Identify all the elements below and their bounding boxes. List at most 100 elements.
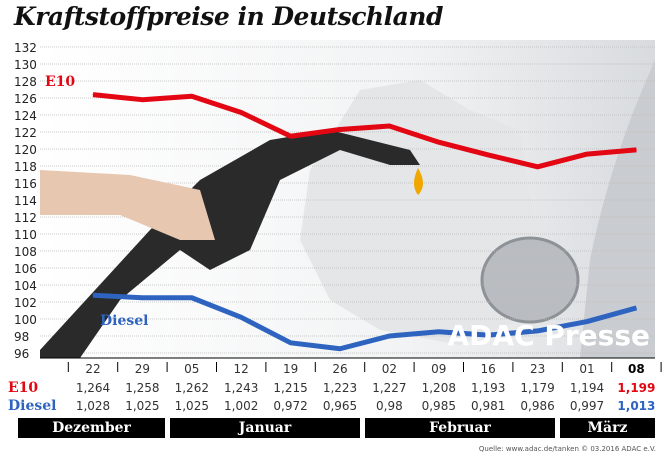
data-point-e10 [92, 94, 94, 96]
y-tick-label: 124 [14, 109, 37, 123]
table-cell: 1,223 [322, 381, 358, 395]
table-cell: 0,98 [376, 399, 403, 413]
e10-label: E10 [8, 380, 39, 396]
data-point-diesel [339, 348, 341, 350]
table-cell: 09 [431, 362, 447, 376]
table-cell: 1,193 [471, 381, 506, 395]
y-tick-label: 130 [14, 58, 37, 72]
data-point-e10 [487, 154, 489, 156]
table-cell: 1,179 [520, 381, 555, 395]
table-cell: 19 [282, 362, 299, 376]
legend-e10: E10 [45, 74, 75, 90]
data-point-e10 [438, 141, 440, 143]
y-tick-label: 112 [14, 211, 37, 225]
data-point-diesel [537, 330, 539, 332]
y-tick-label: 116 [14, 177, 37, 191]
data-point-diesel [92, 294, 94, 296]
data-point-e10 [537, 166, 539, 168]
series-line-diesel [92, 292, 638, 352]
source-note: Quelle: www.adac.de/tanken © 03.2016 ADA… [478, 445, 656, 453]
date-row: 22 29 05 12 19 26 02 09 16 23 01 08 [0, 362, 668, 378]
data-point-e10 [388, 125, 390, 127]
y-tick-label: 102 [14, 296, 37, 310]
table-cell: 1,258 [125, 381, 160, 395]
data-point-diesel [635, 307, 637, 309]
table-cell: 16 [480, 362, 496, 376]
y-tick-label: 108 [14, 245, 37, 259]
y-tick-label: 100 [14, 313, 37, 327]
table-cell: 0,981 [471, 399, 506, 413]
month-februar: Februar [365, 418, 555, 438]
table-cell: 1,028 [75, 399, 111, 413]
data-point-diesel [141, 297, 143, 299]
y-tick-label: 132 [14, 41, 37, 55]
data-point-e10 [339, 128, 341, 130]
y-tick-label: 104 [14, 279, 37, 293]
y-tick-label: 122 [14, 126, 37, 140]
table-cell: 23 [529, 362, 546, 376]
table-cell: 29 [134, 362, 151, 376]
y-tick-label: 114 [14, 194, 37, 208]
table-cell: 12 [233, 362, 249, 376]
data-point-diesel [438, 331, 440, 333]
watermark: ADAC Presse [447, 319, 650, 352]
month-maerz: März [560, 418, 655, 438]
data-point-e10 [141, 99, 143, 101]
data-point-diesel [240, 316, 242, 318]
table-cell: 1,025 [125, 399, 160, 413]
table-cell: 1,013 [617, 399, 656, 413]
table-cell: 22 [85, 362, 101, 376]
table-cell: 1,243 [224, 381, 259, 395]
month-dezember: Dezember [18, 418, 165, 438]
data-point-e10 [586, 153, 588, 155]
page-title: Kraftstoffpreise in Deutschland [14, 2, 443, 31]
month-januar: Januar [170, 418, 360, 438]
table-cell: 1,194 [569, 381, 605, 395]
table-cell: 1,227 [372, 381, 407, 395]
data-point-e10 [635, 149, 637, 151]
y-tick-label: 120 [14, 143, 37, 157]
diesel-row: Diesel 1,028 1,025 1,025 1,002 0,972 0,965 0,9… [0, 398, 668, 415]
y-tick-label: 96 [14, 347, 29, 361]
table-cell: 08 [628, 362, 645, 376]
y-tick-label: 118 [14, 160, 37, 174]
y-tick-label: 128 [14, 75, 37, 89]
fuel-drop-icon [414, 168, 423, 195]
data-point-e10 [240, 111, 242, 113]
data-point-diesel [586, 321, 588, 323]
table-cell: 1,002 [224, 399, 259, 413]
table-cell: 1,264 [75, 381, 111, 395]
data-point-diesel [487, 334, 489, 336]
hand-icon [40, 170, 215, 240]
table-cell: 1,215 [273, 381, 308, 395]
series-line-e10 [92, 92, 637, 170]
y-tick-label: 106 [14, 262, 37, 276]
table-cell: 0,972 [273, 399, 308, 413]
legend-diesel: Diesel [100, 313, 148, 329]
e10-row: E10 1,264 1,258 1,262 1,243 1,215 1,223 1,227 1… [0, 380, 668, 397]
fuel-cap-icon [480, 236, 580, 324]
y-tick-label: 126 [14, 92, 37, 106]
table-cell: 1,025 [174, 399, 209, 413]
data-point-e10 [290, 135, 292, 137]
data-point-diesel [290, 342, 292, 344]
table-cell: 0,997 [569, 399, 605, 413]
table-cell: 0,986 [520, 399, 555, 413]
table-cell: 0,985 [421, 399, 456, 413]
table-cell: 05 [184, 362, 200, 376]
y-tick-label: 98 [14, 330, 29, 344]
diesel-label: Diesel [8, 398, 57, 414]
table-cell: 01 [579, 362, 595, 376]
y-tick-label: 110 [14, 228, 37, 242]
car-silhouette [580, 60, 655, 358]
data-point-diesel [191, 297, 193, 299]
data-point-diesel [388, 335, 390, 337]
table-cell: 1,199 [617, 381, 656, 395]
table-cell: 02 [381, 362, 398, 376]
table-cell: 0,965 [322, 399, 358, 413]
table-cell: 1,208 [421, 381, 456, 395]
table-cell: 1,262 [174, 381, 209, 395]
data-point-e10 [191, 95, 193, 97]
